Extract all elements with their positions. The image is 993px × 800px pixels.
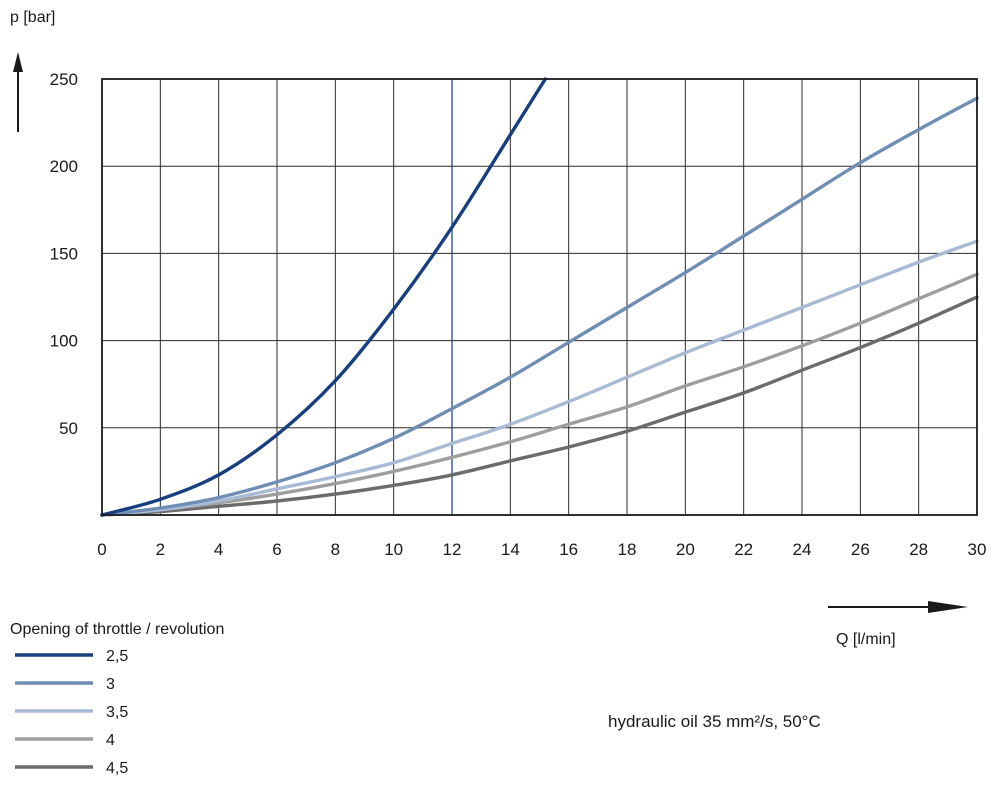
- y-tick-label: 250: [50, 70, 78, 89]
- grid: [102, 79, 977, 515]
- y-arrow-head: [13, 52, 23, 72]
- legend: 2,5 3 3,5 4 4,5: [15, 648, 128, 777]
- series-line: [100, 96, 979, 517]
- x-tick-label: 14: [501, 540, 520, 559]
- series-lines: [100, 77, 979, 517]
- series-line: [100, 295, 979, 517]
- y-axis-arrow: [13, 52, 23, 132]
- series-line: [100, 272, 979, 517]
- y-tick-labels: 50 100 150 200 250: [50, 70, 78, 438]
- series-line: [100, 239, 979, 517]
- legend-label: 2,5: [106, 648, 128, 665]
- x-tick-label: 10: [384, 540, 403, 559]
- x-tick-label: 30: [968, 540, 987, 559]
- x-tick-label: 2: [156, 540, 165, 559]
- x-tick-label: 0: [97, 540, 106, 559]
- y-tick-label: 100: [50, 332, 78, 351]
- x-tick-label: 12: [443, 540, 462, 559]
- series-line: [100, 77, 547, 517]
- fluid-annotation: hydraulic oil 35 mm²/s, 50°C: [608, 712, 821, 731]
- y-axis-label: p [bar]: [10, 9, 55, 26]
- y-tick-label: 50: [59, 419, 78, 438]
- x-tick-label: 24: [793, 540, 812, 559]
- x-tick-label: 6: [272, 540, 281, 559]
- x-tick-label: 4: [214, 540, 223, 559]
- x-tick-label: 18: [618, 540, 637, 559]
- x-tick-label: 16: [559, 540, 578, 559]
- x-tick-label: 28: [909, 540, 928, 559]
- x-arrow-head: [928, 601, 968, 613]
- legend-label: 3: [106, 676, 115, 693]
- legend-label: 3,5: [106, 704, 128, 721]
- x-tick-label: 26: [851, 540, 870, 559]
- x-axis-arrow: [828, 601, 968, 613]
- y-tick-label: 150: [50, 244, 78, 263]
- y-tick-label: 200: [50, 157, 78, 176]
- x-tick-label: 22: [734, 540, 753, 559]
- x-tick-label: 8: [331, 540, 340, 559]
- plot-frame: [101, 78, 978, 516]
- x-axis-label: Q [l/min]: [836, 631, 896, 648]
- x-tick-labels: 0 2 4 6 8 10 12 14 16 18 20 22 24 26 28 30: [97, 540, 986, 559]
- legend-label: 4: [106, 732, 115, 749]
- x-tick-label: 20: [676, 540, 695, 559]
- legend-label: 4,5: [106, 760, 128, 777]
- legend-title: Opening of throttle / revolution: [10, 621, 224, 638]
